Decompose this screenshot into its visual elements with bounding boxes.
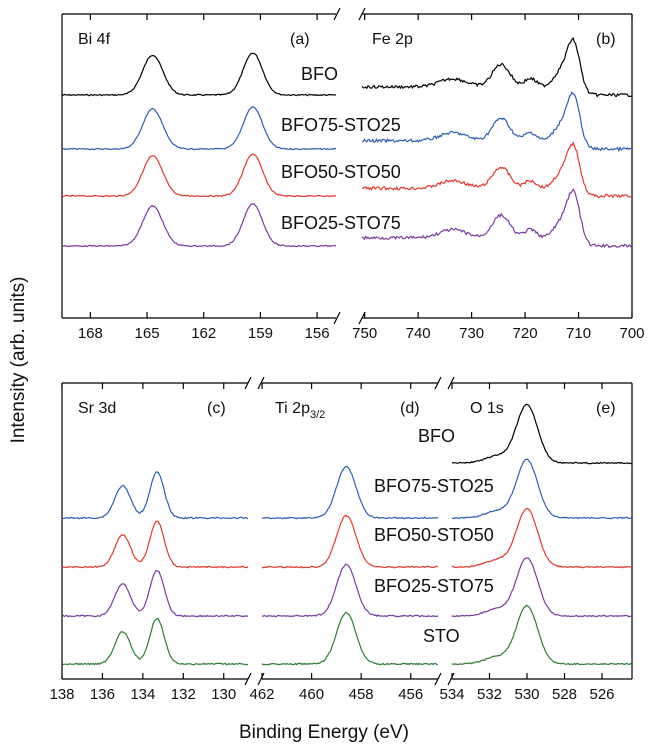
panel-c-title: Sr 3d (78, 400, 116, 417)
tick-label: 138 (49, 686, 74, 703)
tick-label: 750 (352, 325, 377, 342)
spectrum-line (451, 403, 632, 465)
panel-b-letter: (b) (596, 31, 616, 48)
spectrum-line (261, 563, 439, 618)
tick-label: 534 (439, 686, 464, 703)
spectrum-line (61, 617, 249, 666)
spectrum-line (361, 188, 633, 249)
spectrum-line (361, 141, 633, 199)
tick-label: 460 (299, 686, 324, 703)
panel-e-letter: (e) (596, 400, 616, 417)
spectrum-line (361, 90, 633, 153)
spectrum-line (451, 458, 633, 520)
spectrum-line (261, 465, 439, 520)
tick-label: 132 (171, 686, 196, 703)
tick-label: 710 (566, 325, 591, 342)
tick-label: 530 (514, 686, 539, 703)
label-top-bfo75: BFO75-STO25 (281, 115, 401, 135)
label-bottom-bfo: BFO (418, 426, 455, 446)
tick-label: 165 (135, 325, 160, 342)
panel-c-letter: (c) (207, 400, 226, 417)
label-top-bfo25: BFO25-STO75 (281, 213, 401, 233)
tick-marks: 168 165 162 159 156 750 740 730 720 710 700 138 136 1… (49, 14, 645, 703)
panel-a-title: Bi 4f (78, 31, 111, 48)
spectrum-line (451, 604, 633, 666)
panel-a-letter: (a) (290, 31, 310, 48)
tick-label: 134 (130, 686, 155, 703)
tick-label: 462 (249, 686, 274, 703)
tick-label: 136 (90, 686, 115, 703)
panel-d-title: Ti 2p3/2 (275, 400, 325, 421)
spectrum-line (61, 203, 337, 248)
spectra (61, 37, 633, 666)
axis-break-top (333, 7, 366, 325)
y-axis-label: Intensity (arb. units) (8, 277, 29, 444)
tick-label: 456 (398, 686, 423, 703)
tick-label: 730 (459, 325, 484, 342)
tick-label: 526 (589, 686, 614, 703)
spectrum-line (61, 470, 249, 520)
panel-e-title: O 1s (470, 400, 504, 417)
axis-break-bottom (244, 376, 455, 686)
spectrum-line (451, 507, 633, 569)
tick-label: 720 (513, 325, 538, 342)
label-top-bfo: BFO (301, 64, 338, 84)
spectrum-line (61, 153, 337, 198)
spectrum-line (451, 557, 633, 618)
label-top-bfo50: BFO50-STO50 (281, 162, 401, 182)
label-bottom-sto: STO (423, 626, 460, 646)
tick-label: 168 (78, 325, 103, 342)
spectrum-line (61, 569, 249, 618)
tick-label: 528 (552, 686, 577, 703)
tick-label: 130 (211, 686, 236, 703)
panel-d-letter: (d) (400, 400, 420, 417)
label-bottom-bfo50: BFO50-STO50 (374, 525, 494, 545)
spectrum-line (361, 37, 633, 98)
spectrum-line (61, 520, 249, 569)
tick-label: 740 (406, 325, 431, 342)
tick-label: 700 (619, 325, 644, 342)
spectrum-line (261, 514, 439, 569)
tick-label: 532 (477, 686, 502, 703)
spectrum-line (61, 52, 337, 97)
label-bottom-bfo75: BFO75-STO25 (374, 476, 494, 496)
x-axis-label: Binding Energy (eV) (239, 722, 409, 743)
panel-d-title-sub: 3/2 (310, 409, 325, 421)
tick-label: 458 (349, 686, 374, 703)
spectrum-line (261, 611, 439, 666)
tick-label: 162 (191, 325, 216, 342)
label-bottom-bfo25: BFO25-STO75 (374, 576, 494, 596)
top-frame (61, 13, 633, 319)
tick-label: 156 (305, 325, 330, 342)
bottom-frame (61, 382, 633, 680)
spectrum-line (61, 106, 337, 151)
panel-b-title: Fe 2p (372, 31, 413, 48)
tick-label: 159 (248, 325, 273, 342)
panel-d-title-main: Ti 2p (275, 400, 310, 417)
